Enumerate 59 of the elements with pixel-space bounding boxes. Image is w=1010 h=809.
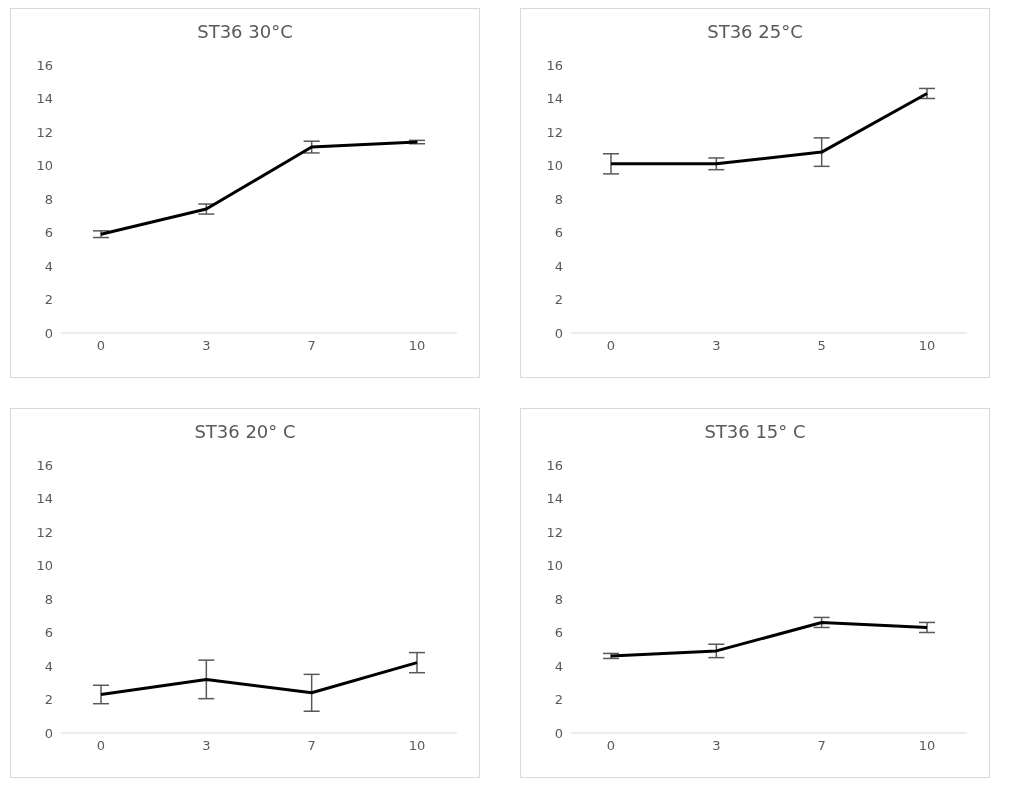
y-tick-label: 10 [546,558,563,574]
chart-title: ST36 15° C [703,420,807,444]
y-tick-label: 8 [554,591,563,607]
x-tick-label: 7 [817,738,826,754]
x-tick-label: 3 [712,338,721,354]
y-tick-label: 2 [554,692,563,708]
y-tick-label: 14 [36,91,53,107]
y-tick-label: 8 [44,591,53,607]
y-tick-label: 10 [546,158,563,174]
x-tick-label: 0 [96,338,106,354]
line-series [99,140,419,236]
x-tick-label: 0 [606,738,616,754]
y-tick-label: 8 [554,191,563,207]
x-tick-label: 3 [202,738,211,754]
y-tick-label: 4 [554,658,563,674]
y-tick-label: 16 [36,57,53,73]
y-tick-label: 14 [36,491,53,507]
line-series [99,661,419,696]
chart-title: ST36 30°C [196,20,294,44]
x-tick-label: 7 [307,338,316,354]
y-tick-label: 10 [36,158,53,174]
y-tick-label: 10 [36,558,53,574]
y-tick-label: 12 [546,524,563,540]
y-tick-label: 4 [44,658,53,674]
x-tick-label: 3 [202,338,211,354]
y-tick-label: 8 [44,191,53,207]
y-tick-label: 6 [44,625,53,641]
y-tick-label: 6 [44,225,53,241]
x-tick-label: 3 [712,738,721,754]
y-tick-label: 16 [546,57,563,73]
y-tick-label: 2 [44,692,53,708]
x-tick-label: 7 [307,738,316,754]
x-tick-label: 5 [817,338,826,354]
y-tick-label: 0 [554,325,563,341]
y-tick-label: 12 [36,524,53,540]
y-tick-label: 0 [554,725,563,741]
y-tick-label: 4 [44,258,53,274]
x-tick-label: 10 [918,338,936,354]
y-tick-label: 6 [554,625,563,641]
y-tick-label: 14 [546,491,563,507]
y-tick-label: 16 [36,457,53,473]
y-tick-label: 12 [546,124,563,140]
x-tick-label: 10 [918,738,936,754]
chart-title: ST36 25°C [706,20,804,44]
x-tick-label: 10 [408,738,426,754]
y-tick-label: 6 [554,225,563,241]
line-series [609,620,929,658]
y-tick-label: 16 [546,457,563,473]
x-tick-label: 0 [606,338,616,354]
y-tick-label: 0 [44,325,53,341]
chart-title: ST36 20° C [193,420,297,444]
y-tick-label: 14 [546,91,563,107]
y-tick-label: 0 [44,725,53,741]
x-tick-label: 10 [408,338,426,354]
y-tick-label: 2 [554,292,563,308]
y-tick-label: 4 [554,258,563,274]
y-tick-label: 12 [36,124,53,140]
x-tick-label: 0 [96,738,106,754]
y-tick-label: 2 [44,292,53,308]
